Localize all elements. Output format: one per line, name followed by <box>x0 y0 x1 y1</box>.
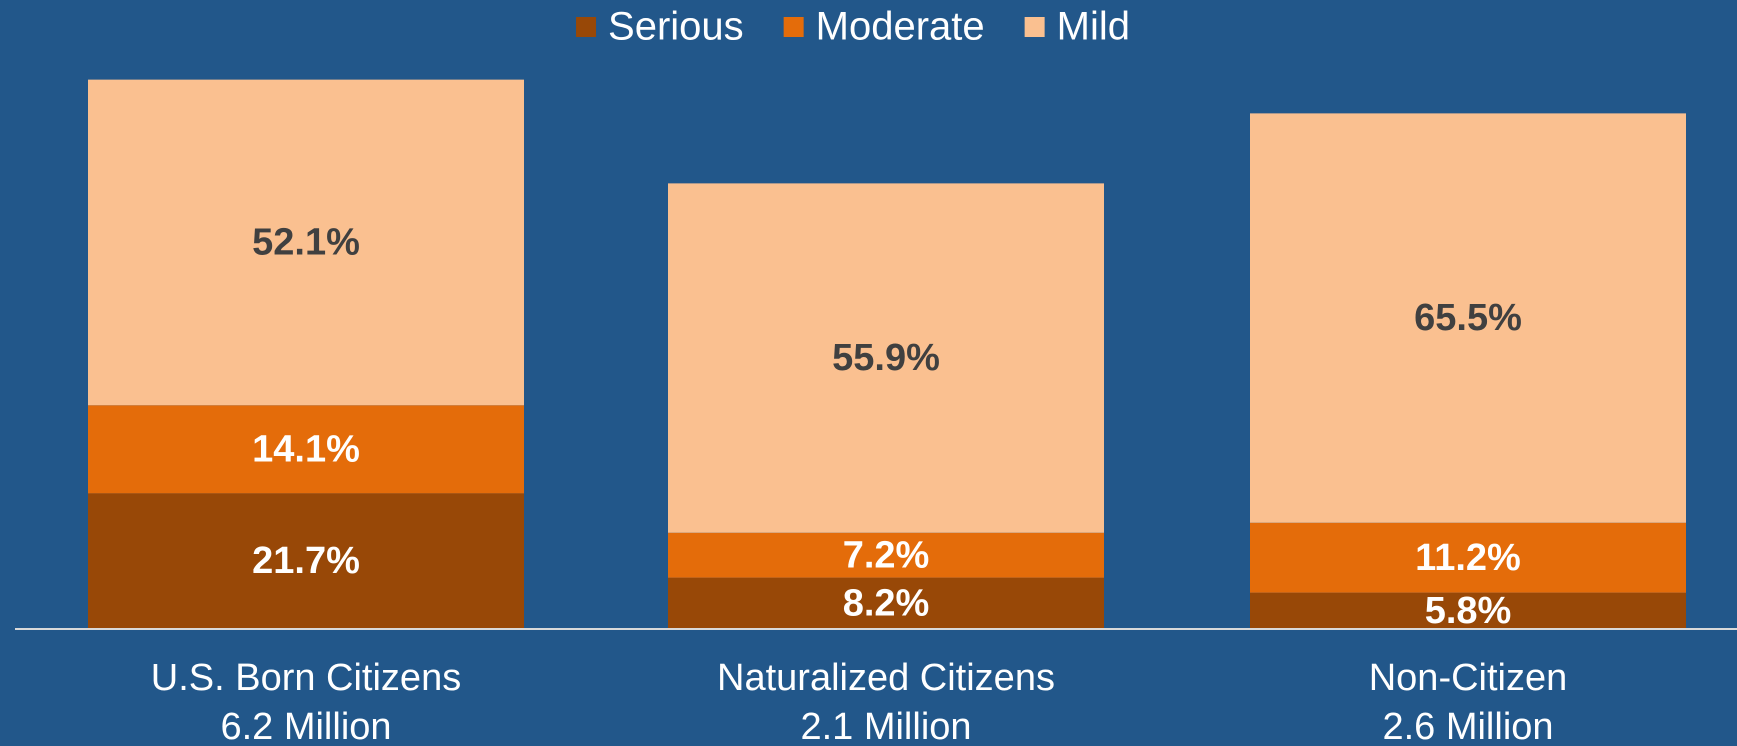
category-total: 6.2 Million <box>220 706 391 746</box>
data-label: 55.9% <box>832 337 940 379</box>
bar-segment <box>1250 522 1686 593</box>
x-tick-label: Non-Citizen <box>1369 657 1568 699</box>
bar-segment <box>1250 113 1686 523</box>
data-label: 65.5% <box>1414 297 1522 339</box>
x-tick-label: Naturalized Citizens <box>717 657 1055 699</box>
data-label: 52.1% <box>252 221 360 263</box>
bar-segment <box>668 183 1104 533</box>
bar-segment <box>668 577 1104 629</box>
data-label: 5.8% <box>1425 590 1512 632</box>
bar-segment <box>1250 592 1686 629</box>
category-total: 2.1 Million <box>800 706 971 746</box>
category-total: 2.6 Million <box>1382 706 1553 746</box>
legend-swatch <box>1024 17 1045 37</box>
legend-swatch <box>576 17 597 37</box>
bar-segment <box>88 405 524 494</box>
data-label: 21.7% <box>252 540 360 582</box>
data-label: 8.2% <box>843 582 930 624</box>
legend: Serious Moderate Mild <box>576 5 1130 49</box>
bar-segment <box>88 493 524 629</box>
bar-segment <box>88 79 524 406</box>
bar-segment <box>668 532 1104 578</box>
data-label: 7.2% <box>843 534 930 576</box>
data-label: 14.1% <box>252 428 360 470</box>
legend-swatch <box>783 17 804 37</box>
data-label: 11.2% <box>1415 537 1521 579</box>
legend-label: Moderate <box>816 5 985 49</box>
x-tick-label: U.S. Born Citizens <box>151 657 461 699</box>
legend-label: Mild <box>1057 5 1130 49</box>
legend-label: Serious <box>608 5 744 49</box>
